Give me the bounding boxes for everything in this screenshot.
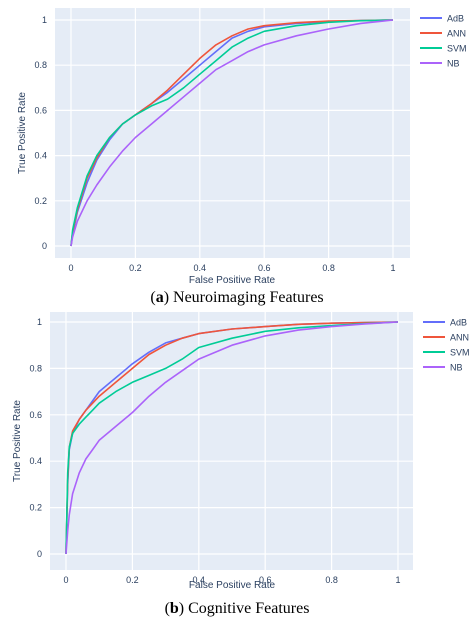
legend: AdB ANN SVM NB <box>420 14 467 69</box>
x-tick-label: 0.8 <box>322 263 335 273</box>
series-line-svm <box>65 321 399 555</box>
caption-b-letter: b <box>169 600 179 617</box>
chart-b: 0 0.2 0.4 0.6 0.8 1 0 0.2 0.4 0.6 0.8 1 False Positi… <box>12 312 470 591</box>
y-tick-label: 0.8 <box>34 60 47 70</box>
series-line-nb <box>65 321 399 555</box>
chart-a: 0 0.2 0.4 0.6 0.8 1 0 0.2 0.4 0.6 0.8 1 False Positi… <box>17 8 467 286</box>
y-tick-label: 0 <box>37 549 42 559</box>
plot-background <box>55 8 410 258</box>
y-axis-label: True Positive Rate <box>12 400 23 482</box>
x-tick-label: 0.6 <box>258 263 271 273</box>
legend-label-adb: AdB <box>447 14 464 24</box>
series-line-nb <box>70 19 394 247</box>
x-axis-label: False Positive Rate <box>189 580 276 591</box>
y-tick-label: 0.4 <box>29 456 42 466</box>
x-tick-label: 1 <box>395 575 400 585</box>
series-line-svm <box>70 19 394 247</box>
caption-a: (a) Neuroimaging Features <box>150 289 324 306</box>
legend: AdB ANN SVM NB <box>423 318 470 373</box>
y-tick-label: 0 <box>42 241 47 251</box>
y-tick-label: 0.6 <box>34 105 47 115</box>
x-tick-label: 0.4 <box>193 575 206 585</box>
x-tick-label: 0.6 <box>259 575 272 585</box>
series-line-ann <box>70 19 394 247</box>
caption-b-text: Cognitive Features <box>188 600 310 617</box>
x-axis-label: False Positive Rate <box>189 275 276 286</box>
legend-label-adb: AdB <box>450 318 467 328</box>
y-tick-label: 0.2 <box>34 196 47 206</box>
series-line-ann <box>65 321 399 555</box>
x-tick-label: 0.2 <box>129 263 142 273</box>
legend-label-nb: NB <box>447 59 460 69</box>
x-tick-label: 0.2 <box>126 575 139 585</box>
y-tick-label: 0.2 <box>29 503 42 513</box>
x-tick-label: 0.4 <box>194 263 207 273</box>
legend-label-ann: ANN <box>450 333 469 343</box>
x-tick-label: 1 <box>390 263 395 273</box>
y-axis-label: True Positive Rate <box>17 92 28 174</box>
caption-a-letter: a <box>155 289 164 306</box>
x-tick-label: 0 <box>63 575 68 585</box>
legend-label-ann: ANN <box>447 29 466 39</box>
legend-label-svm: SVM <box>447 44 467 54</box>
plot-background <box>50 312 413 570</box>
y-tick-label: 0.6 <box>29 410 42 420</box>
legend-label-nb: NB <box>450 363 463 373</box>
x-tick-label: 0 <box>68 263 73 273</box>
caption-a-text: Neuroimaging Features <box>173 289 324 306</box>
y-tick-label: 1 <box>37 317 42 327</box>
caption-b: (b) Cognitive Features <box>164 600 310 617</box>
x-tick-label: 0.8 <box>325 575 338 585</box>
y-tick-label: 0.4 <box>34 151 47 161</box>
legend-label-svm: SVM <box>450 348 470 358</box>
y-tick-label: 0.8 <box>29 363 42 373</box>
y-tick-label: 1 <box>42 15 47 25</box>
